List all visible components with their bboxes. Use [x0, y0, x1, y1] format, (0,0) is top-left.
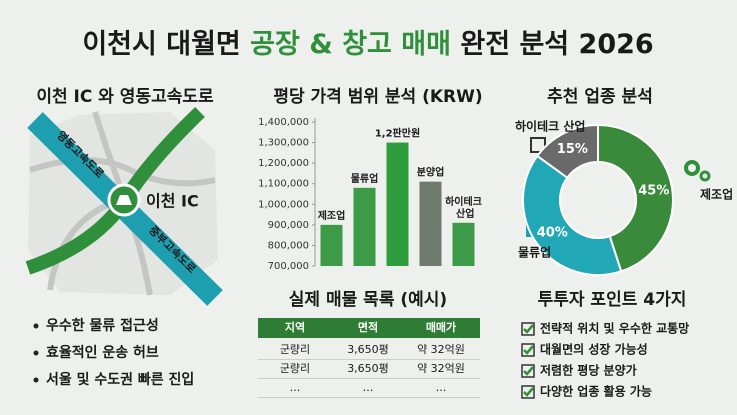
bar-label: 분양업: [417, 166, 445, 179]
legend-label: 물류업: [518, 246, 551, 260]
bar-title: 평당 가격 범위 분석 (KRW): [273, 87, 482, 107]
local-roads: [29, 111, 216, 296]
checkbox: [521, 343, 535, 357]
table-cell: ...: [363, 381, 374, 394]
table-title: 실제 매물 목록 (예시): [289, 290, 447, 310]
legend-label: 제조업: [700, 188, 733, 202]
checkbox: [521, 385, 535, 399]
table-cell: 군량리: [280, 362, 310, 375]
donut-title: 추천 업종 분석: [547, 87, 653, 107]
ic-icon-glyph: [116, 195, 132, 205]
checkmark: [523, 366, 534, 376]
table-cell: 3,650평: [347, 343, 389, 356]
donut-slice: [597, 123, 674, 273]
page-title: 이천시 대월면 공장 & 창고 매매 완전 분석 2026: [82, 29, 653, 60]
map: 영동고속도로 중부고속도로 이천 IC: [25, 106, 223, 306]
donut-slice: [522, 154, 623, 276]
bar: [419, 181, 442, 266]
y-tick-label: 900,000: [268, 220, 309, 231]
checkmark: [523, 345, 534, 355]
table-cell: 3,650평: [347, 362, 389, 375]
bullet-text: 서울 및 수도권 빠른 진입: [46, 371, 194, 388]
y-tick-label: 1,100,000: [258, 179, 309, 190]
slice-value: 15%: [557, 142, 588, 157]
bullet-dot: [33, 377, 39, 383]
table-header: 면적: [358, 320, 378, 334]
bar: [386, 142, 409, 266]
table-header: 지역: [285, 320, 305, 334]
bar: [320, 224, 343, 266]
point-text: 전략적 위치 및 우수한 교통망: [540, 321, 689, 336]
map-title: 이천 IC 와 영동고속도로: [36, 87, 214, 107]
table-cell: 군량리: [280, 343, 310, 356]
y-tick-label: 800,000: [268, 240, 309, 251]
y-tick-label: 1,200,000: [258, 158, 309, 169]
title-highlight: 공장 & 창고 매매: [250, 29, 451, 60]
bar: [452, 222, 475, 266]
point-text: 저렴한 평당 분양가: [540, 363, 637, 378]
point-text: 대월면의 성장 가능성: [540, 342, 648, 357]
table-cell: ...: [290, 381, 301, 394]
points-title: 투투자 포인트 4가지: [538, 290, 687, 310]
y-tick-label: 1,400,000: [258, 117, 309, 128]
gear-icon: [699, 170, 711, 182]
ic-label: 이천 IC: [146, 192, 199, 211]
slice-value: 45%: [638, 184, 669, 199]
title-part: 완전 분석 2026: [460, 29, 653, 60]
checkmark: [523, 387, 534, 397]
y-tick-label: 1,300,000: [258, 138, 309, 149]
y-tick-label: 1,000,000: [258, 199, 309, 210]
bullet-dot: [33, 350, 39, 356]
table-cell: 약 32억원: [417, 342, 465, 356]
title-part: 이천시 대월면: [82, 29, 240, 60]
table-cell: 약 32억원: [417, 361, 465, 375]
bar: [353, 187, 376, 266]
bullet-dot: [33, 323, 39, 329]
slice-value: 40%: [537, 226, 568, 241]
checkbox: [521, 364, 535, 378]
chip-icon: [530, 137, 546, 153]
table-header-bg: [258, 318, 480, 338]
legend-label: 하이테크 산업: [515, 119, 585, 134]
donut-slice: [535, 123, 599, 180]
bar-label: 하이테크 산업: [445, 195, 482, 220]
bar-label: 1,2판만원: [375, 127, 420, 140]
table-header: 매매가: [426, 320, 456, 334]
checkmark: [523, 324, 534, 334]
gear-icon: [684, 160, 700, 176]
bar-label: 물류업: [351, 172, 379, 185]
bullet-text: 우수한 물류 접근성: [46, 318, 159, 334]
y-tick-label: 700,000: [268, 261, 309, 272]
bullet-text: 효율적인 운송 허브: [46, 344, 159, 361]
checkbox: [521, 322, 535, 336]
point-text: 다양한 업종 활용 가능: [540, 384, 652, 399]
bar-label: 제조업: [318, 209, 346, 222]
table-cell: ...: [436, 381, 447, 394]
